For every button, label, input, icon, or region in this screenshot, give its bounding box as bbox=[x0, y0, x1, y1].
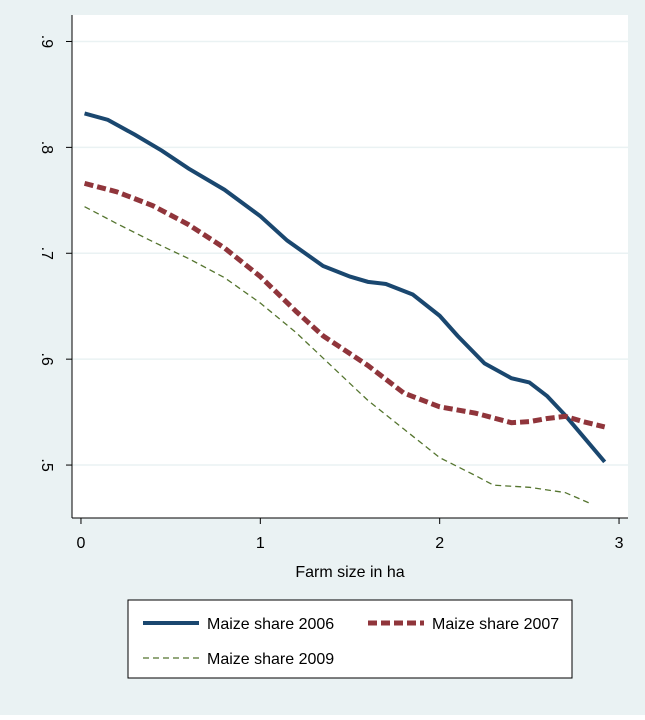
y-tick-label: .6 bbox=[38, 352, 55, 365]
legend-label: Maize share 2009 bbox=[207, 651, 334, 668]
line-series bbox=[83, 180, 606, 430]
x-tick-label: 1 bbox=[256, 535, 265, 552]
legend bbox=[127, 599, 573, 679]
x-tick-label: 3 bbox=[615, 535, 624, 552]
x-tick-label: 0 bbox=[77, 535, 86, 552]
y-tick-label: .8 bbox=[38, 141, 55, 154]
line-series bbox=[84, 206, 593, 505]
line-series bbox=[84, 111, 607, 464]
plot-area bbox=[72, 15, 628, 518]
y-tick-label: .9 bbox=[38, 35, 55, 48]
y-tick-label: .7 bbox=[38, 247, 55, 260]
legend-label: Maize share 2007 bbox=[432, 616, 559, 633]
x-axis-label: Farm size in ha bbox=[295, 564, 404, 581]
x-tick-label: 2 bbox=[435, 535, 444, 552]
legend-label: Maize share 2006 bbox=[207, 616, 334, 633]
y-tick-label: .5 bbox=[38, 458, 55, 471]
